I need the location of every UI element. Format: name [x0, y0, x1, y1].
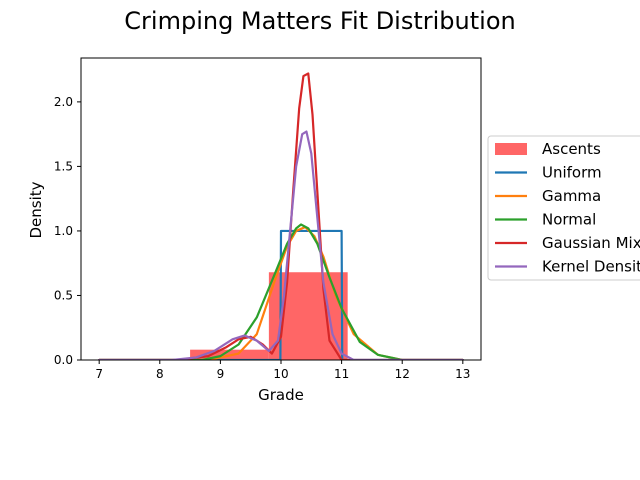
- y-tick-label: 2.0: [54, 95, 73, 109]
- x-tick-label: 12: [395, 367, 410, 381]
- series-line-uniform: [98, 229, 464, 360]
- x-axis-label: Grade: [258, 386, 304, 404]
- x-tick-label: 9: [217, 367, 225, 381]
- legend-swatch-ascents: [495, 143, 527, 155]
- x-tick-label: 13: [455, 367, 470, 381]
- legend-label: Normal: [542, 211, 596, 229]
- x-tick-label: 7: [95, 367, 103, 381]
- x-tick-label: 11: [334, 367, 349, 381]
- y-ticks: 0.0 0.5 1.0 1.5 2.0: [54, 95, 81, 367]
- y-tick-label: 0.0: [54, 353, 73, 367]
- legend-label: Gamma: [542, 187, 601, 205]
- x-ticks: 7 8 9 10 11 12 13: [95, 360, 470, 381]
- series-line-normal: [98, 223, 464, 360]
- y-axis-label: Density: [27, 181, 45, 238]
- density-lines-layer: [98, 72, 464, 360]
- y-tick-label: 0.5: [54, 288, 73, 302]
- legend-label: Kernel Density: [542, 258, 640, 276]
- x-tick-label: 10: [273, 367, 288, 381]
- series-line-kernel-density: [98, 130, 464, 360]
- y-tick-label: 1.0: [54, 224, 73, 238]
- x-tick-label: 8: [156, 367, 164, 381]
- legend-label: Uniform: [542, 164, 602, 182]
- legend: Ascents Uniform Gamma Normal Gaussian Mixtur…: [487, 135, 640, 281]
- legend-label: Gaussian Mixture: [542, 234, 640, 252]
- y-tick-label: 1.5: [54, 159, 73, 173]
- chart-title: Crimping Matters Fit Distribution: [124, 7, 515, 35]
- legend-label: Ascents: [542, 140, 601, 158]
